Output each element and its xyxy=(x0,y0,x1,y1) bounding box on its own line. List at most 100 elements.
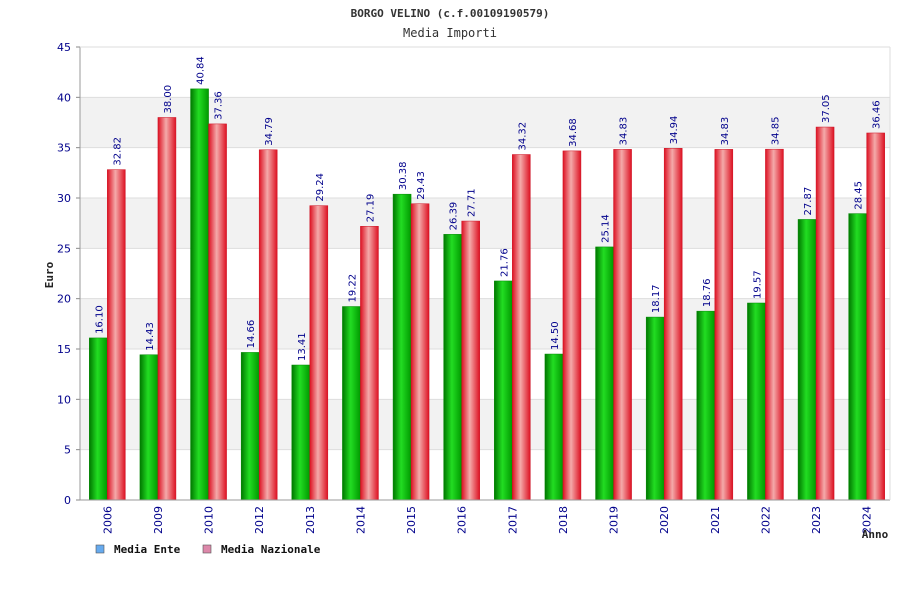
y-axis-label: Euro xyxy=(43,261,56,288)
chart-title: BORGO VELINO (c.f.00109190579) xyxy=(351,7,550,20)
data-label-media-nazionale: 34.85 xyxy=(770,117,781,146)
plot-band xyxy=(80,47,890,98)
data-label-media-ente: 14.50 xyxy=(550,321,561,350)
data-label-media-nazionale: 36.46 xyxy=(872,100,883,129)
x-tick-label: 2014 xyxy=(354,506,367,534)
bar-media-nazionale xyxy=(461,220,480,501)
bar-media-ente xyxy=(139,354,159,501)
data-label-media-ente: 40.84 xyxy=(196,56,207,85)
data-label-media-ente: 30.38 xyxy=(398,162,409,191)
x-tick-label: 2010 xyxy=(203,506,216,534)
y-tick-label: 0 xyxy=(64,494,71,507)
bar-media-nazionale xyxy=(562,150,582,501)
data-label-media-ente: 18.17 xyxy=(651,284,662,313)
y-tick-label: 15 xyxy=(57,343,71,356)
bar-media-ente xyxy=(696,310,716,501)
bar-media-nazionale xyxy=(815,126,835,501)
bar-media-nazionale xyxy=(410,203,430,501)
data-label-media-ente: 18.76 xyxy=(702,279,713,308)
data-label-media-nazionale: 34.83 xyxy=(619,117,630,146)
bar-media-nazionale xyxy=(258,149,278,501)
x-tick-label: 2022 xyxy=(759,506,772,534)
data-label-media-ente: 26.39 xyxy=(449,202,460,231)
bar-media-ente xyxy=(392,193,412,501)
x-tick-label: 2016 xyxy=(456,506,469,534)
data-label-media-ente: 14.66 xyxy=(246,320,257,349)
legend-swatch-ente xyxy=(95,544,105,554)
data-label-media-nazionale: 38.00 xyxy=(163,85,174,114)
x-tick-label: 2017 xyxy=(506,506,519,534)
data-label-media-nazionale: 34.32 xyxy=(517,122,528,151)
data-label-media-ente: 21.76 xyxy=(499,248,510,277)
data-label-media-nazionale: 27.71 xyxy=(467,188,478,217)
x-tick-label: 2012 xyxy=(253,506,266,534)
data-label-media-nazionale: 27.19 xyxy=(365,194,376,223)
axes: 0 5 10 15 20 25 30 35 40 45 2006 2009 2010 2012 2013 20… xyxy=(57,41,891,534)
bar-media-ente xyxy=(645,316,665,501)
x-tick-label: 2023 xyxy=(810,506,823,534)
bar-media-nazionale xyxy=(663,148,683,501)
x-tick-label: 2015 xyxy=(405,506,418,534)
bar-media-nazionale xyxy=(512,154,531,501)
bar-media-nazionale xyxy=(866,132,885,501)
data-label-media-ente: 13.41 xyxy=(297,332,308,361)
x-tick-label: 2019 xyxy=(608,506,621,534)
data-label-media-nazionale: 34.68 xyxy=(568,118,579,147)
bar-media-ente xyxy=(797,219,817,501)
legend-label-nazionale: Media Nazionale xyxy=(221,543,321,556)
bar-media-ente xyxy=(291,364,311,501)
data-label-media-nazionale: 37.36 xyxy=(214,91,225,120)
x-tick-label: 2024 xyxy=(861,506,874,534)
x-tick-label: 2020 xyxy=(658,506,671,534)
bar-media-ente xyxy=(595,246,614,501)
legend-label-ente: Media Ente xyxy=(114,543,181,556)
y-tick-label: 35 xyxy=(57,142,71,155)
bar-media-ente xyxy=(240,352,260,501)
bar-media-ente xyxy=(89,337,108,501)
bar-media-nazionale xyxy=(157,117,177,501)
x-tick-label: 2013 xyxy=(304,506,317,534)
y-tick-label: 30 xyxy=(57,192,71,205)
y-tick-label: 5 xyxy=(64,444,71,457)
bar-media-nazionale xyxy=(360,226,379,501)
data-label-media-nazionale: 29.43 xyxy=(416,171,427,200)
data-label-media-nazionale: 29.24 xyxy=(315,173,326,202)
legend-swatch-nazionale xyxy=(202,544,212,554)
bar-media-nazionale xyxy=(107,169,126,501)
data-label-media-ente: 19.22 xyxy=(347,274,358,303)
bar-media-ente xyxy=(848,213,867,501)
bar-media-ente xyxy=(544,353,564,501)
data-label-media-ente: 25.14 xyxy=(601,214,612,243)
data-label-media-ente: 27.87 xyxy=(803,187,814,216)
bar-media-ente xyxy=(342,306,361,501)
data-label-media-ente: 19.57 xyxy=(752,270,763,299)
y-tick-label: 25 xyxy=(57,242,71,255)
data-label-media-nazionale: 34.79 xyxy=(264,117,275,146)
bar-media-ente xyxy=(443,234,462,501)
y-tick-label: 40 xyxy=(57,91,71,104)
bar-media-ente xyxy=(190,88,209,501)
y-tick-label: 45 xyxy=(57,41,71,54)
x-axis-label: Anno xyxy=(862,528,889,541)
bar-media-nazionale xyxy=(765,148,784,501)
bars: 16.10 32.82 14.43 38.00 40.84 37.36 14.66 34.79… xyxy=(89,56,885,501)
bar-media-ente xyxy=(747,302,766,501)
bar-media-nazionale xyxy=(309,205,329,501)
y-tick-label: 20 xyxy=(57,293,71,306)
data-label-media-nazionale: 32.82 xyxy=(112,137,123,166)
y-tick-label: 10 xyxy=(57,393,71,406)
legend: Media Ente Media Nazionale xyxy=(95,543,321,556)
data-label-media-nazionale: 34.83 xyxy=(720,117,731,146)
bar-media-ente xyxy=(494,280,513,501)
bar-media-nazionale xyxy=(208,123,227,501)
data-label-media-nazionale: 34.94 xyxy=(669,116,680,145)
bar-media-nazionale xyxy=(613,149,632,501)
data-label-media-nazionale: 37.05 xyxy=(821,94,832,123)
x-tick-label: 2021 xyxy=(709,506,722,534)
x-tick-label: 2018 xyxy=(557,506,570,534)
x-tick-label: 2006 xyxy=(101,506,114,534)
x-tick-label: 2009 xyxy=(152,506,165,534)
data-label-media-ente: 16.10 xyxy=(94,305,105,334)
data-label-media-ente: 14.43 xyxy=(145,322,156,351)
